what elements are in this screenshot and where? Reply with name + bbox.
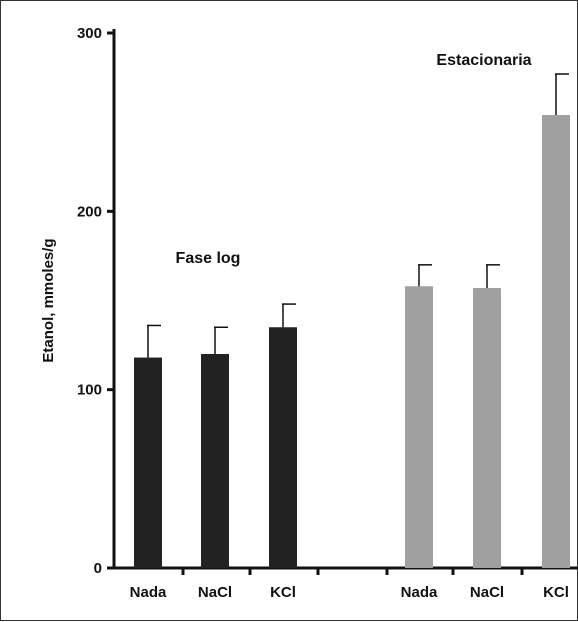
y-tick-label: 0	[94, 560, 102, 577]
x-tick-label: Nada	[130, 584, 167, 601]
y-tick-label: 100	[77, 382, 102, 399]
group-annotation: Fase log	[176, 250, 241, 267]
bars	[134, 73, 570, 569]
x-tick-label: KCl	[543, 584, 569, 601]
y-axis-label: Etanol, mmoles/g	[40, 238, 57, 362]
labels: 0 100 200 300 Etanol, mmoles/g Nada NaCl KCl Fas…	[40, 25, 569, 601]
bar	[269, 327, 297, 568]
y-tick-label: 200	[77, 203, 102, 220]
x-tick-label: NaCl	[198, 584, 232, 601]
group-annotation: Estacionaria	[436, 52, 531, 69]
bar	[134, 357, 162, 568]
axes	[107, 29, 578, 575]
x-tick-label: KCl	[270, 584, 296, 601]
bar	[201, 354, 229, 568]
x-tick-label: Nada	[401, 584, 438, 601]
bar	[542, 115, 570, 569]
x-tick-label: NaCl	[470, 584, 504, 601]
bar	[473, 288, 501, 568]
bar	[405, 286, 433, 568]
y-tick-label: 300	[77, 25, 102, 42]
